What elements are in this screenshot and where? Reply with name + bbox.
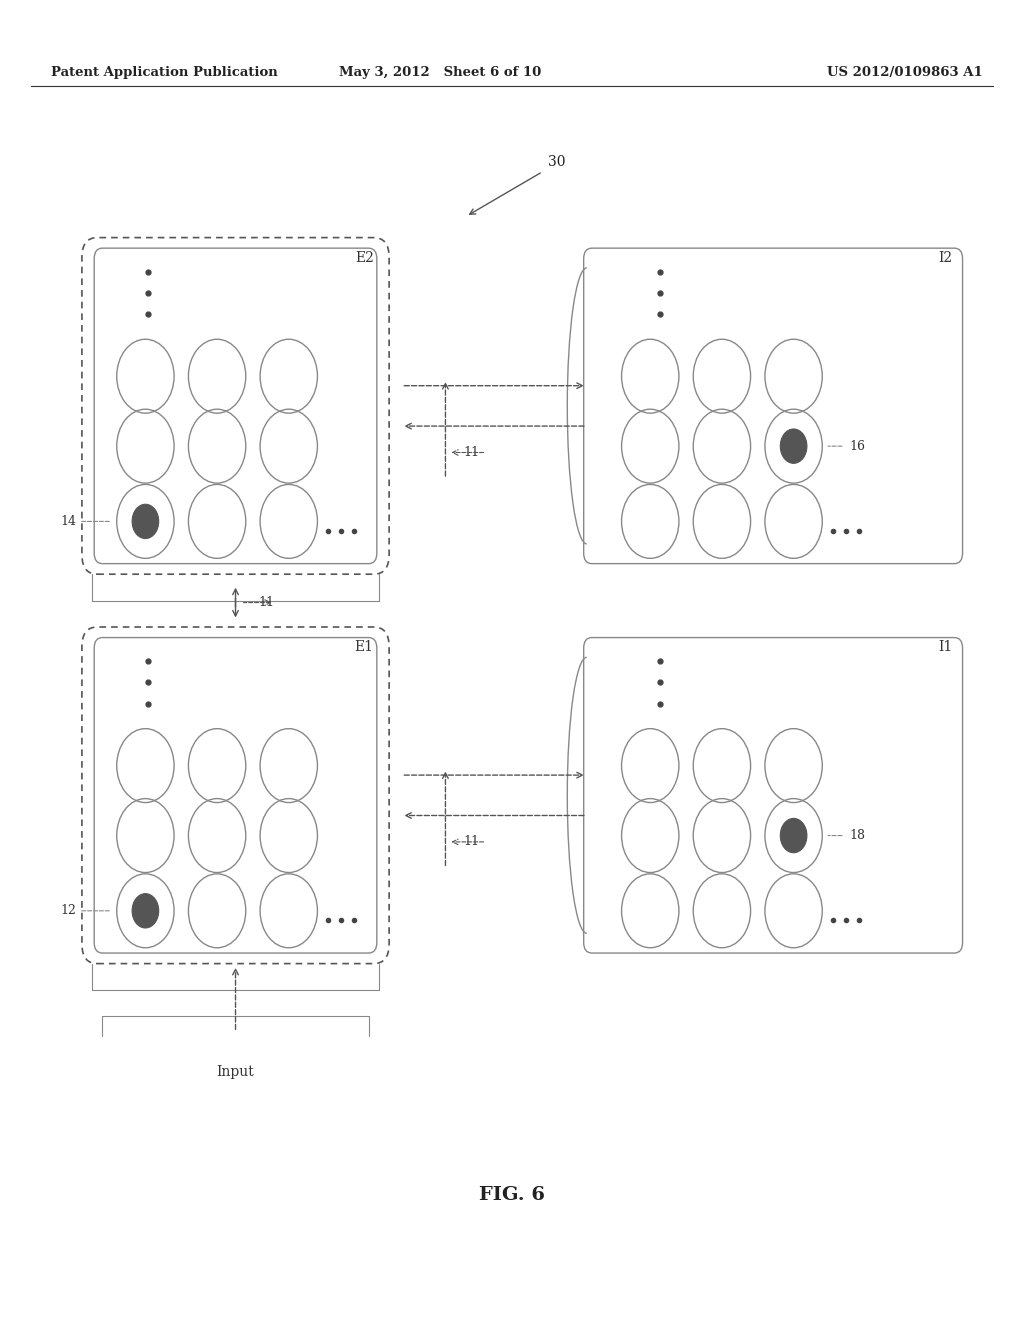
- Text: 30: 30: [548, 156, 565, 169]
- Text: E1: E1: [354, 640, 374, 655]
- Text: May 3, 2012   Sheet 6 of 10: May 3, 2012 Sheet 6 of 10: [339, 66, 542, 79]
- Circle shape: [132, 894, 159, 928]
- Text: Patent Application Publication: Patent Application Publication: [51, 66, 278, 79]
- Text: 14: 14: [60, 515, 77, 528]
- Text: 12: 12: [60, 904, 77, 917]
- Text: E2: E2: [355, 251, 374, 265]
- Text: 18: 18: [850, 829, 866, 842]
- Circle shape: [132, 504, 159, 539]
- Circle shape: [780, 429, 807, 463]
- Text: 11: 11: [464, 446, 480, 459]
- Text: Input: Input: [217, 1065, 254, 1080]
- Text: FIG. 6: FIG. 6: [479, 1185, 545, 1204]
- Text: 11: 11: [258, 597, 274, 609]
- Text: US 2012/0109863 A1: US 2012/0109863 A1: [827, 66, 983, 79]
- Text: 11: 11: [464, 836, 480, 849]
- Text: I2: I2: [938, 251, 952, 265]
- Text: I1: I1: [938, 640, 952, 655]
- Text: 16: 16: [850, 440, 866, 453]
- Circle shape: [780, 818, 807, 853]
